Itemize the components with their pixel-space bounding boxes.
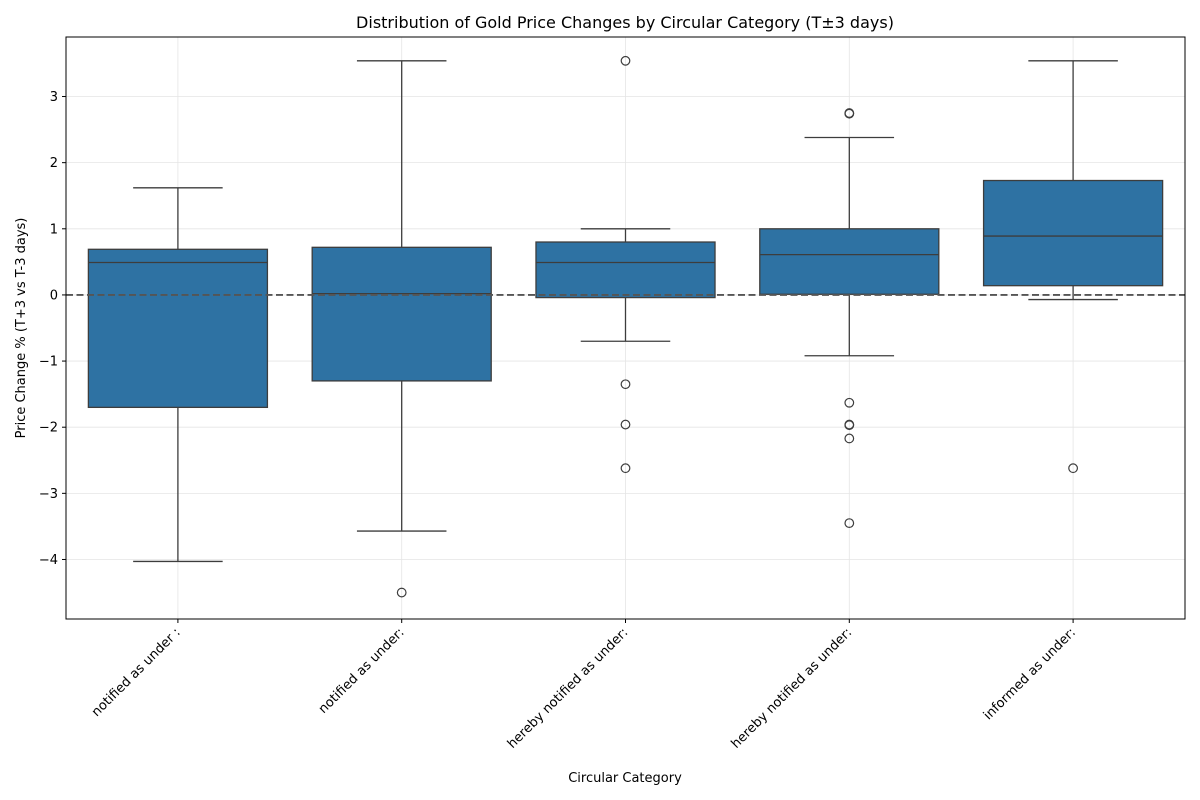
box-iqr bbox=[311, 246, 492, 382]
x-tick-label: notified as under : bbox=[89, 625, 184, 720]
box-layer bbox=[87, 55, 1164, 598]
y-axis-label: Price Change % (T+3 vs T-3 days) bbox=[14, 218, 29, 439]
grid-layer bbox=[66, 37, 1185, 619]
outlier-point bbox=[1068, 463, 1078, 474]
plot-frame bbox=[65, 36, 1186, 620]
outlier-point bbox=[620, 55, 631, 66]
y-tick-label: 2 bbox=[50, 156, 58, 171]
chart-title: Distribution of Gold Price Changes by Ci… bbox=[356, 13, 894, 32]
x-tick-label: hereby notified as under: bbox=[505, 625, 632, 752]
y-tick-label: −3 bbox=[39, 487, 58, 502]
box-iqr bbox=[535, 241, 716, 299]
y-tick-label: 1 bbox=[50, 222, 58, 237]
box-iqr bbox=[759, 228, 940, 295]
outlier-point bbox=[844, 108, 855, 118]
outlier-point bbox=[844, 518, 855, 529]
outlier-point bbox=[620, 379, 631, 390]
outlier-point bbox=[620, 419, 631, 430]
outlier-point bbox=[620, 463, 631, 474]
y-tick-label: 3 bbox=[50, 90, 58, 105]
y-tick-label: −4 bbox=[39, 553, 58, 568]
outlier-point bbox=[844, 397, 855, 408]
x-tick-label: hereby notified as under: bbox=[729, 625, 856, 752]
x-tick-label: notified as under: bbox=[316, 625, 408, 717]
x-tick-label: informed as under: bbox=[981, 625, 1079, 723]
box-iqr bbox=[982, 179, 1164, 287]
axis-layer: 3 2 1 0 −1 −2 −3 −4 notified as under : notified … bbox=[39, 90, 1079, 752]
outlier-point bbox=[844, 420, 855, 431]
y-tick-label: −2 bbox=[39, 421, 58, 436]
outlier-point bbox=[396, 587, 407, 598]
box-iqr bbox=[87, 248, 269, 409]
y-tick-label: 0 bbox=[50, 288, 58, 303]
outlier-point bbox=[844, 433, 855, 444]
x-axis-label: Circular Category bbox=[568, 771, 682, 786]
y-tick-label: −1 bbox=[39, 355, 58, 370]
